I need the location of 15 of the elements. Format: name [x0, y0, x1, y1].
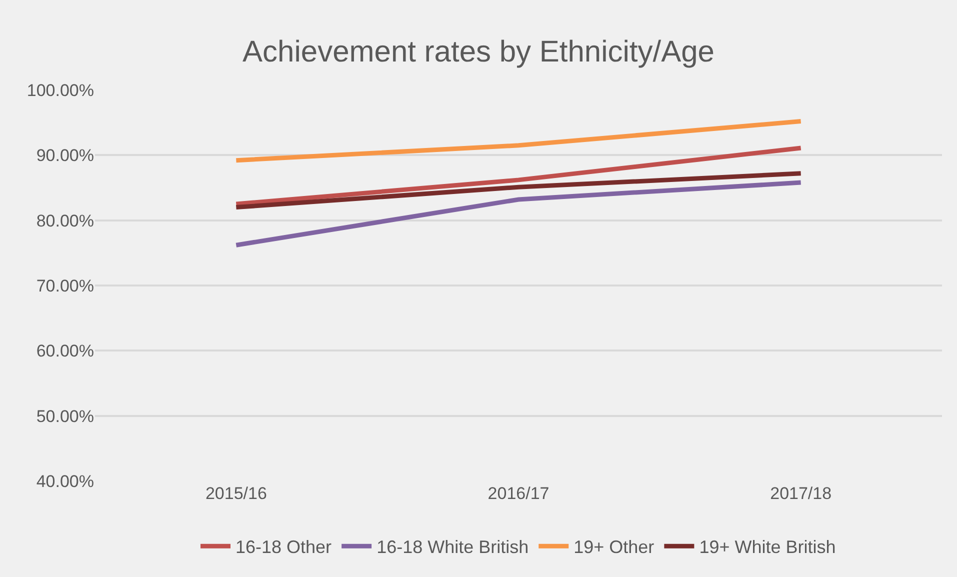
x-tick-label: 2015/16: [205, 484, 267, 503]
legend-label: 19+ White British: [699, 537, 836, 558]
legend-label: 16-18 White British: [376, 537, 529, 558]
y-tick-label: 80.00%: [36, 211, 94, 230]
legend-label: 16-18 Other: [236, 537, 332, 558]
y-tick-label: 50.00%: [36, 406, 94, 426]
x-tick-label: 2016/17: [488, 484, 550, 503]
y-tick-label: 40.00%: [36, 472, 94, 491]
x-tick-label: 2017/18: [770, 484, 832, 503]
y-tick-label: 100.00%: [26, 80, 94, 100]
y-tick-label: 70.00%: [36, 276, 94, 296]
y-tick-label: 60.00%: [36, 342, 94, 361]
y-tick-label: 90.00%: [36, 146, 94, 166]
chart-title: Achievement rates by Ethnicity/Age: [242, 35, 714, 68]
legend-label: 19+ Other: [574, 537, 654, 558]
